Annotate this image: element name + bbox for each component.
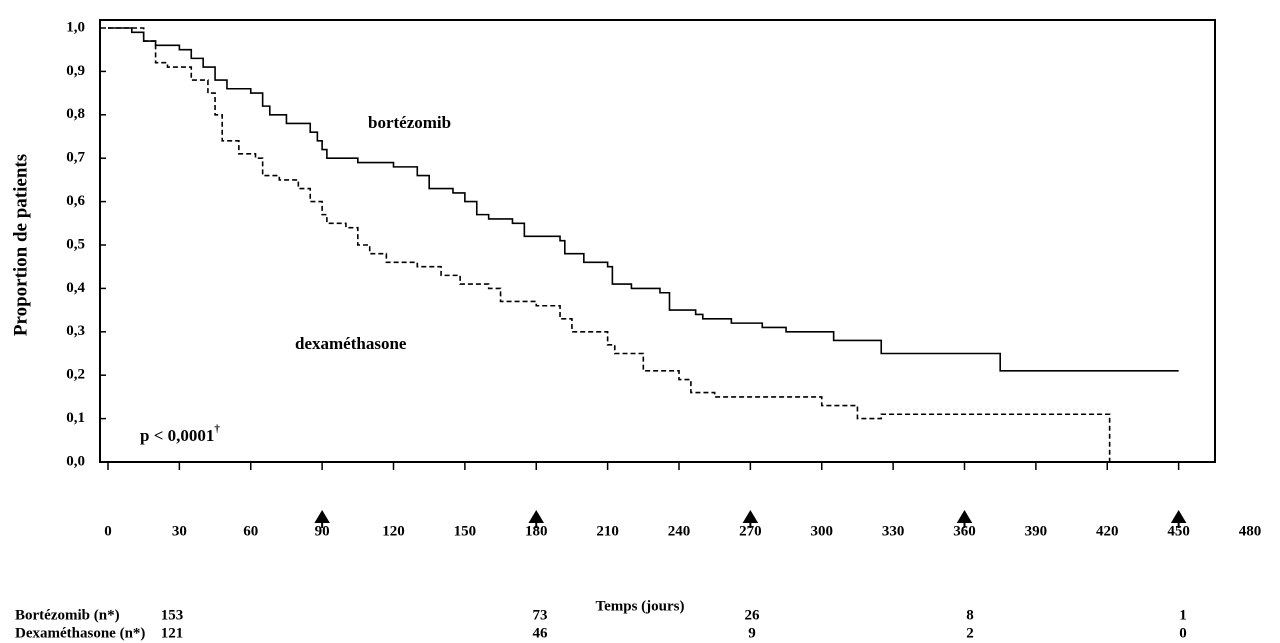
series-label: bortézomib <box>368 113 451 132</box>
y-tick-label: 0,6 <box>66 193 85 209</box>
x-tick-label: 420 <box>1096 523 1119 539</box>
x-tick-label: 0 <box>104 523 112 539</box>
x-tick-label: 150 <box>454 523 477 539</box>
risk-value: 153 <box>161 607 184 623</box>
risk-value: 2 <box>966 625 974 641</box>
x-tick-label: 60 <box>243 523 258 539</box>
risk-value: 0 <box>1179 625 1187 641</box>
y-tick-label: 1,0 <box>66 19 85 35</box>
y-tick-label: 0,0 <box>66 453 85 469</box>
risk-value: 9 <box>748 625 756 641</box>
risk-value: 1 <box>1179 607 1187 623</box>
y-tick-label: 0,1 <box>66 410 85 426</box>
plot-frame <box>99 19 1216 463</box>
risk-value: 121 <box>161 625 184 641</box>
p-value-mark: † <box>214 423 220 435</box>
series-label: dexaméthasone <box>295 334 407 353</box>
risk-row-label: Bortézomib (n*) <box>15 607 120 623</box>
x-tick-label: 180 <box>525 523 548 539</box>
y-tick-label: 0,3 <box>66 323 85 339</box>
risk-value: 46 <box>533 625 549 641</box>
p-value-text: p < 0,0001 <box>140 426 214 445</box>
survival-curve <box>108 27 1111 462</box>
risk-value: 8 <box>966 607 974 623</box>
risk-arrow <box>956 510 973 528</box>
x-tick-label: 90 <box>315 523 330 539</box>
x-tick-label: 330 <box>882 523 905 539</box>
risk-arrow <box>742 510 759 528</box>
x-tick-label: 300 <box>811 523 834 539</box>
y-tick-label: 0,7 <box>66 150 85 166</box>
x-tick-label: 360 <box>953 523 976 539</box>
x-tick-label: 210 <box>596 523 619 539</box>
risk-row-label: Dexaméthasone (n*) <box>15 625 145 641</box>
risk-arrow <box>1170 510 1187 528</box>
y-tick-label: 0,4 <box>66 280 85 296</box>
risk-value: 73 <box>533 607 548 623</box>
y-tick-label: 0,5 <box>66 236 85 252</box>
survival-curve <box>108 27 1179 372</box>
x-tick-label: 240 <box>668 523 691 539</box>
risk-value: 26 <box>745 607 761 623</box>
x-tick-label: 120 <box>382 523 405 539</box>
y-axis-label: Proportion de patients <box>10 154 31 336</box>
y-tick-label: 0,9 <box>66 63 85 79</box>
risk-arrow <box>528 510 545 528</box>
y-tick-label: 0,8 <box>66 106 85 122</box>
risk-arrow <box>314 510 330 528</box>
x-tick-label: 390 <box>1025 523 1048 539</box>
x-axis-label: Temps (jours) <box>595 598 684 614</box>
x-tick-label: 480 <box>1239 523 1262 539</box>
p-value: p < 0,0001† <box>140 423 220 445</box>
x-tick-label: 450 <box>1167 523 1190 539</box>
y-tick-label: 0,2 <box>66 367 85 383</box>
x-tick-label: 30 <box>172 523 187 539</box>
x-tick-label: 270 <box>739 523 762 539</box>
